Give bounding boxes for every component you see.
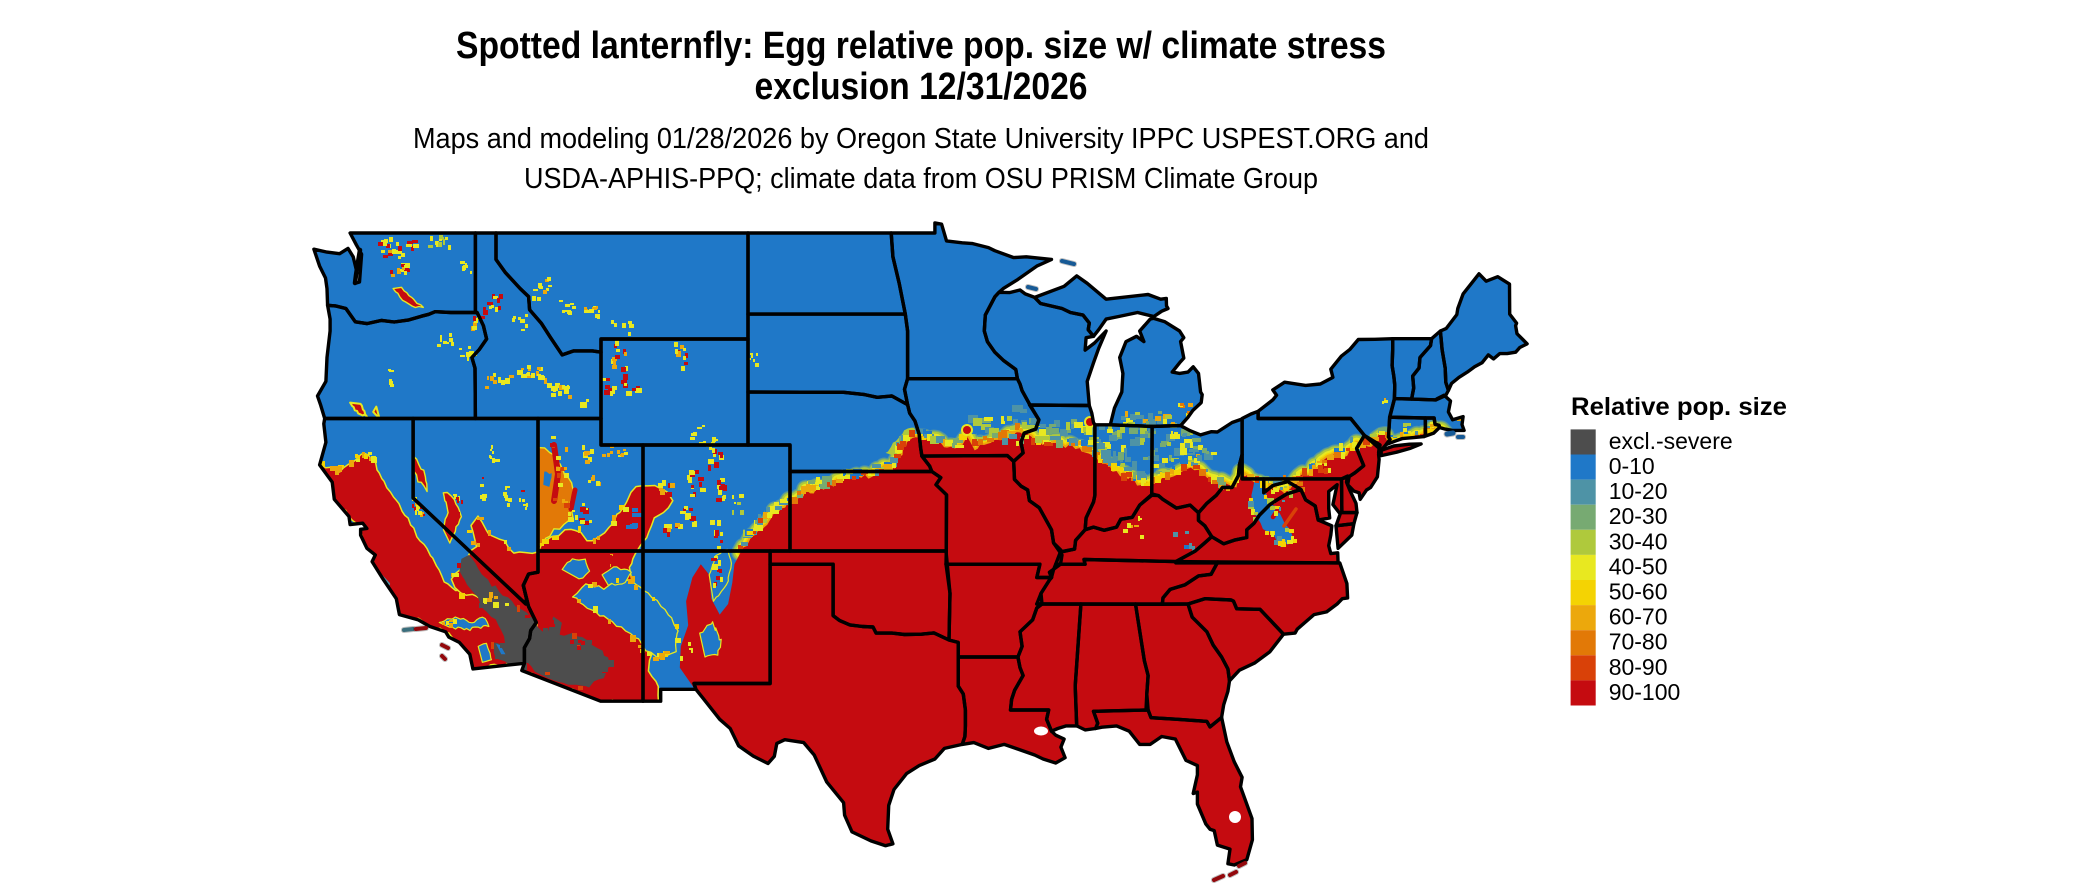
- svg-text:excl.-severe: excl.-severe: [1609, 428, 1733, 454]
- svg-text:10-20: 10-20: [1609, 478, 1668, 504]
- svg-text:USDA-APHIS-PPQ; climate data f: USDA-APHIS-PPQ; climate data from OSU PR…: [524, 163, 1318, 195]
- svg-text:exclusion 12/31/2026: exclusion 12/31/2026: [755, 66, 1088, 108]
- svg-text:50-60: 50-60: [1609, 579, 1668, 605]
- svg-text:0-10: 0-10: [1609, 453, 1655, 479]
- svg-text:Spotted lanternfly: Egg relati: Spotted lanternfly: Egg relative pop. si…: [456, 25, 1386, 67]
- svg-text:Maps and modeling 01/28/2026 b: Maps and modeling 01/28/2026 by Oregon S…: [413, 123, 1429, 155]
- svg-text:70-80: 70-80: [1609, 629, 1668, 655]
- svg-text:Relative pop. size: Relative pop. size: [1571, 393, 1787, 421]
- svg-text:60-70: 60-70: [1609, 604, 1668, 630]
- svg-text:40-50: 40-50: [1609, 553, 1668, 579]
- svg-text:20-30: 20-30: [1609, 503, 1668, 529]
- svg-text:30-40: 30-40: [1609, 528, 1668, 554]
- svg-text:80-90: 80-90: [1609, 654, 1668, 680]
- svg-text:90-100: 90-100: [1609, 679, 1681, 705]
